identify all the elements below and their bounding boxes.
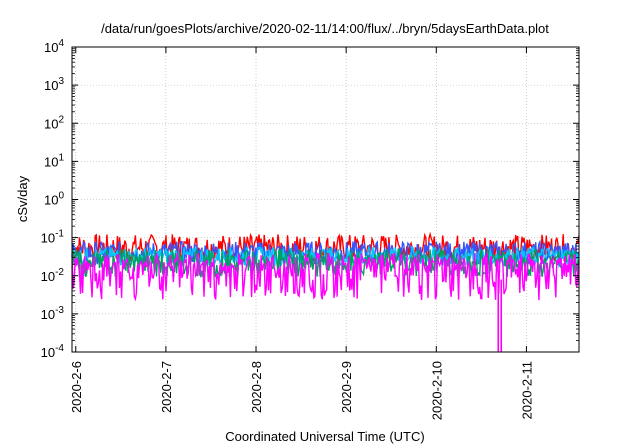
x-axis-title: Coordinated Universal Time (UTC) bbox=[225, 429, 424, 444]
plot-frame bbox=[71, 46, 580, 353]
grid bbox=[72, 47, 579, 352]
series-line bbox=[71, 248, 580, 278]
x-tick-label: 2020-2-9 bbox=[339, 361, 354, 413]
y-tick-label: 103 bbox=[44, 76, 64, 93]
y-tick-label: 10-1 bbox=[41, 229, 65, 246]
x-tick-label: 2020-2-11 bbox=[519, 361, 534, 419]
y-tick-label: 100 bbox=[44, 191, 64, 208]
chart-title: /data/run/goesPlots/archive/2020-02-11/1… bbox=[101, 21, 549, 36]
series-layer bbox=[71, 231, 580, 352]
y-tick-label: 102 bbox=[44, 114, 64, 131]
ticks: 10-4 10-3 10-2 10-1 100 101 102 103 104 2020-2-6 2… bbox=[41, 38, 579, 420]
series-line bbox=[71, 252, 580, 302]
y-tick-label: 10-3 bbox=[41, 305, 65, 322]
x-tick-label: 2020-2-10 bbox=[429, 361, 444, 420]
y-tick-label: 10-4 bbox=[41, 343, 65, 360]
x-tick-label: 2020-2-7 bbox=[159, 361, 174, 413]
x-tick-label: 2020-2-8 bbox=[249, 361, 264, 413]
y-tick-label: 101 bbox=[44, 152, 64, 169]
y-tick-label: 10-2 bbox=[41, 267, 65, 284]
y-axis-title: cSv/day bbox=[15, 175, 30, 222]
series-dropout bbox=[497, 279, 503, 352]
y-tick-label: 104 bbox=[44, 38, 64, 55]
x-tick-label: 2020-2-6 bbox=[69, 361, 84, 413]
